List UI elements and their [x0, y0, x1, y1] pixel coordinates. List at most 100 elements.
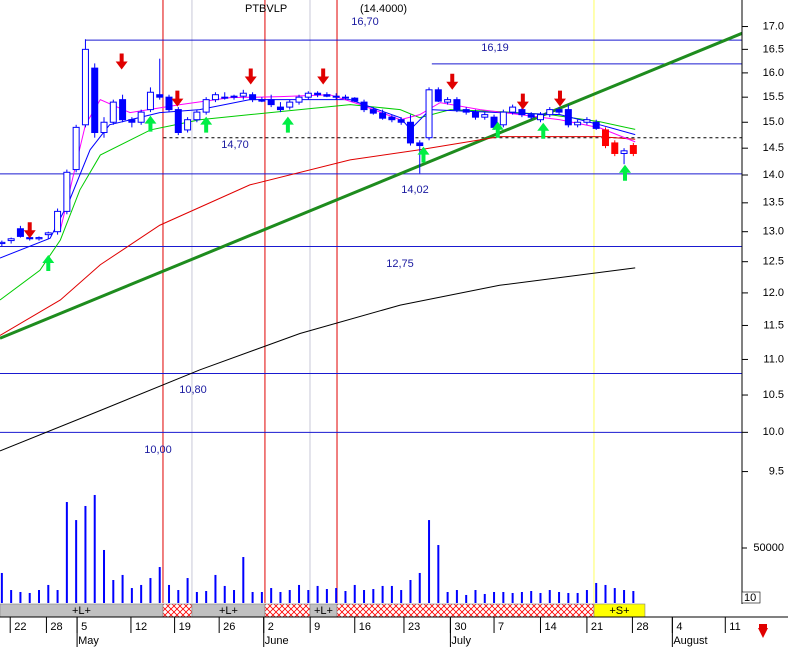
- signal-band-label: +S+: [609, 605, 629, 617]
- volume-bar: [558, 592, 561, 603]
- volume-bar: [260, 592, 263, 603]
- volume-bar: [233, 590, 236, 603]
- candle-body: [323, 94, 331, 97]
- signal-arrow: [244, 68, 257, 85]
- candle-body: [397, 119, 405, 123]
- volume-bar: [205, 591, 208, 603]
- volume-bar: [28, 592, 31, 603]
- volume-bar: [10, 590, 13, 603]
- moving-average: [0, 104, 636, 301]
- candle-body: [286, 101, 294, 108]
- x-tick-label: 23: [408, 621, 420, 633]
- chart-subtitle: (14.4000): [360, 3, 407, 15]
- volume-bar: [428, 520, 431, 603]
- volume-bar: [585, 590, 588, 603]
- signal-arrow: [171, 90, 184, 107]
- volume-bar: [56, 590, 59, 603]
- volume-bar: [47, 584, 50, 603]
- candle-body: [128, 119, 136, 123]
- candle-body: [7, 238, 15, 242]
- volume-bar: [437, 545, 440, 603]
- x-tick-label: 16: [359, 621, 371, 633]
- volume-bar: [251, 592, 254, 603]
- x-tick-label: 28: [50, 621, 62, 633]
- volume-bar: [632, 591, 635, 603]
- volume-bar: [130, 588, 133, 603]
- candle-body: [165, 96, 173, 111]
- corner-box: [741, 591, 761, 604]
- volume-bar: [474, 590, 477, 603]
- signal-band-label: +L+: [314, 605, 333, 617]
- signal-arrow: [618, 164, 631, 181]
- volume-bar: [149, 578, 152, 603]
- volume-bar: [483, 593, 486, 603]
- level-label: 14,02: [401, 184, 429, 196]
- candle-body: [91, 67, 99, 134]
- volume-bar: [511, 592, 514, 603]
- candle-body: [462, 109, 470, 113]
- signal-arrow: [115, 53, 128, 70]
- signal-arrow: [417, 146, 430, 163]
- candle-body: [527, 114, 535, 118]
- candle-body: [295, 96, 303, 103]
- candle-body: [555, 109, 563, 113]
- level-label: 16,70: [351, 16, 379, 28]
- candle-body: [54, 210, 62, 233]
- signal-band: [336, 603, 595, 618]
- candle-body: [416, 142, 424, 147]
- volume-bar: [186, 578, 189, 603]
- y-tick-label: 11.0: [763, 353, 784, 365]
- volume-bar: [177, 590, 180, 603]
- candle-body: [0, 241, 6, 245]
- volume-bar: [623, 590, 626, 603]
- candle-body: [536, 114, 544, 121]
- candle-body: [425, 89, 433, 139]
- volume-bar: [214, 574, 217, 603]
- candle-body: [406, 121, 414, 144]
- x-tick-label: 9: [314, 621, 320, 633]
- signal-arrow: [491, 121, 504, 138]
- candle-body: [100, 121, 108, 134]
- volume-bar: [567, 592, 570, 603]
- scroll-arrow[interactable]: [758, 628, 768, 638]
- volume-bar: [270, 588, 273, 603]
- candle-body: [546, 109, 554, 116]
- level-label: 12,75: [386, 258, 414, 270]
- volume-tick-label: 50000: [753, 542, 784, 554]
- volume-bar: [121, 574, 124, 603]
- level-label: 16,19: [481, 42, 509, 54]
- volume-bar: [75, 520, 78, 603]
- candle-body: [119, 99, 127, 121]
- candle-body: [583, 119, 591, 123]
- candle-body: [379, 112, 387, 119]
- candle-body: [499, 111, 507, 126]
- x-tick-label: 12: [135, 621, 147, 633]
- signal-arrow: [446, 73, 459, 90]
- candle-body: [601, 129, 609, 147]
- moving-average: [0, 136, 636, 336]
- scroll-arrow-stem[interactable]: [759, 624, 767, 629]
- y-tick-label: 14.5: [763, 142, 784, 154]
- volume-bar: [595, 582, 598, 603]
- candle-body: [351, 97, 359, 102]
- month-label: August: [673, 635, 707, 647]
- y-tick-label: 13.0: [763, 226, 784, 238]
- y-tick-label: 12.5: [763, 256, 784, 268]
- candle-body: [388, 116, 396, 121]
- volume-bar: [539, 592, 542, 603]
- candle-body: [471, 111, 479, 118]
- candle-body: [258, 99, 266, 102]
- candle-body: [267, 99, 275, 106]
- candle-body: [332, 95, 340, 98]
- volume-bar: [195, 592, 198, 603]
- candle-body: [146, 91, 154, 111]
- x-tick-label: 2: [268, 621, 274, 633]
- y-tick-label: 15.5: [763, 91, 784, 103]
- volume-bar: [65, 502, 68, 603]
- volume-bar: [530, 591, 533, 603]
- volume-bar: [576, 592, 579, 603]
- candle-body: [174, 109, 182, 134]
- volume-bar: [168, 584, 171, 603]
- y-tick-label: 10.5: [763, 389, 784, 401]
- x-tick-label: 14: [544, 621, 556, 633]
